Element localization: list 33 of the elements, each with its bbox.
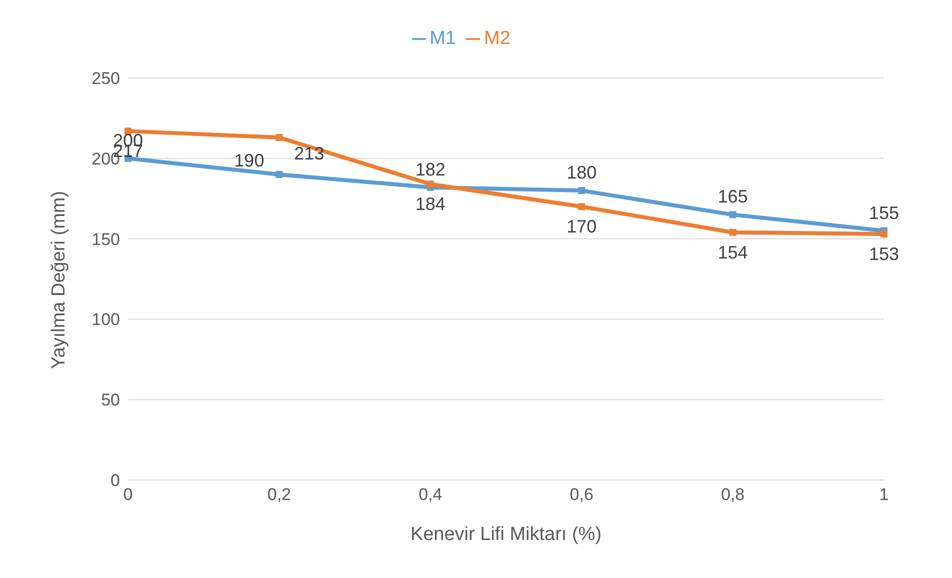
x-axis-title: Kenevir Lifi Miktarı (%): [410, 524, 602, 545]
data-label: 190: [234, 150, 264, 170]
data-label: 170: [566, 216, 597, 237]
data-label: 182: [415, 159, 446, 180]
data-label: 154: [718, 242, 748, 262]
y-tick-label: 150: [92, 230, 120, 249]
point: [880, 230, 888, 238]
data-label: 153: [868, 244, 900, 264]
x-tick-label: 0,2: [267, 485, 292, 504]
y-tick-label: 0: [110, 471, 120, 490]
legend-label: M1: [430, 28, 456, 49]
point: [276, 170, 283, 178]
data-label: 213: [294, 143, 324, 164]
y-tick-label: 100: [92, 310, 120, 330]
point: [578, 187, 586, 194]
x-tick-label: 0: [123, 485, 133, 504]
point: [729, 211, 736, 218]
x-tick-label: 1: [879, 485, 889, 504]
data-label: 180: [566, 162, 597, 183]
point: [729, 228, 736, 236]
data-label: 155: [868, 202, 900, 223]
x-tick-label: 0,6: [570, 485, 594, 504]
point: [578, 203, 586, 210]
y-axis-title: Yayılma Değeri (mm): [48, 190, 70, 369]
data-label: 165: [718, 186, 748, 207]
x-tick-label: 0,8: [720, 485, 745, 504]
data-label: 184: [415, 194, 446, 214]
point: [276, 134, 283, 141]
legend-label: M2: [484, 28, 510, 49]
point: [426, 180, 434, 188]
y-tick-label: 250: [92, 69, 120, 88]
x-tick-label: 0,4: [418, 485, 442, 504]
y-tick-label: 50: [101, 390, 120, 410]
